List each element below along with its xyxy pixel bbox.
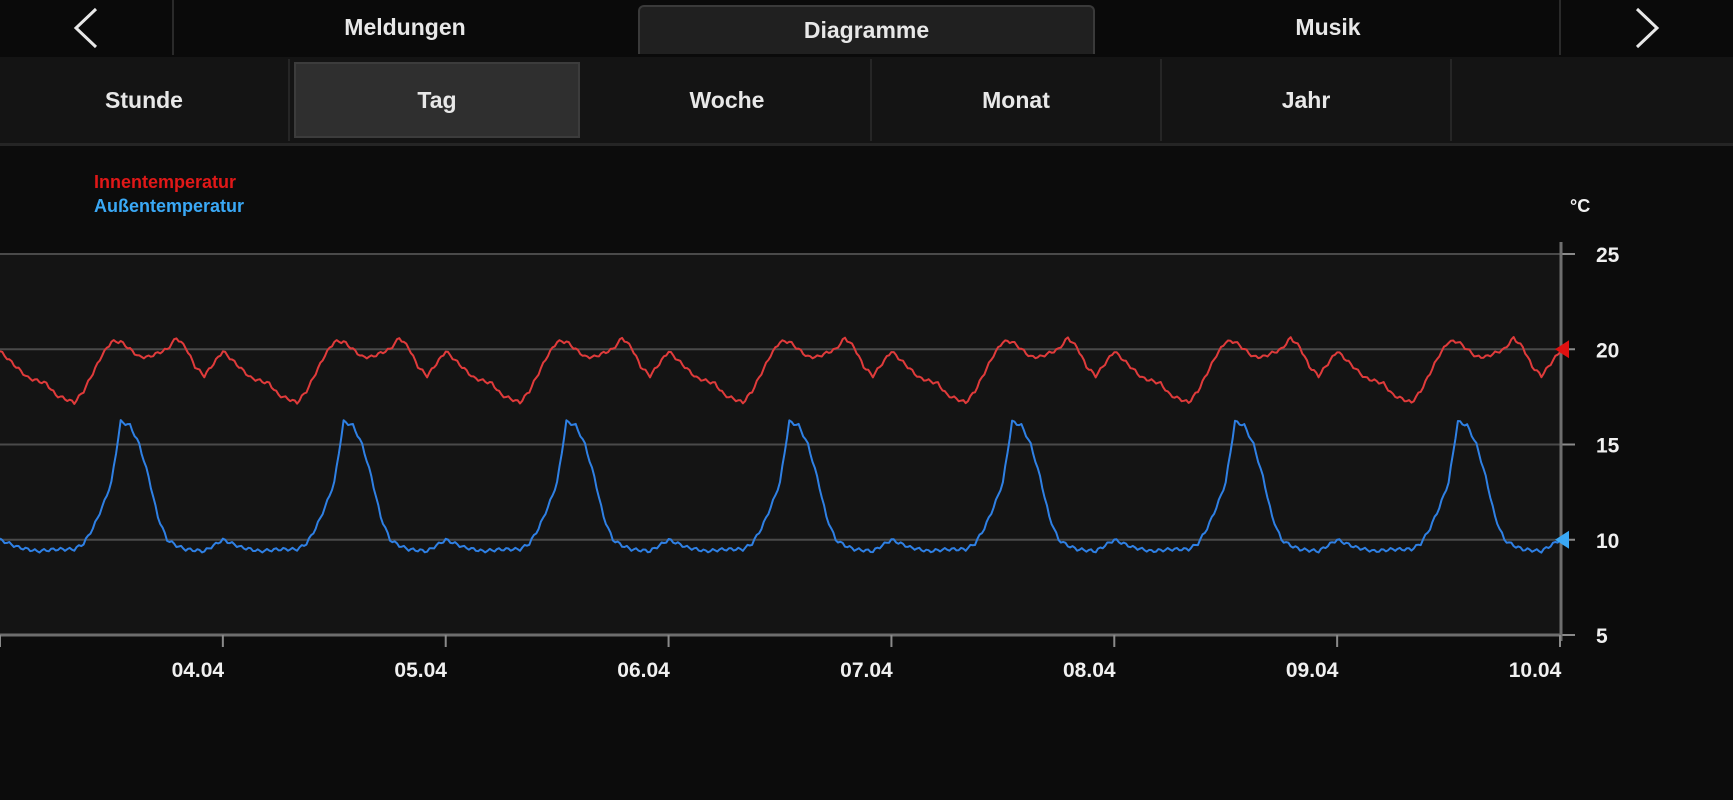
series-line-aussentemperatur (0, 419, 1561, 554)
tab-musik[interactable]: Musik (1295, 14, 1361, 40)
y-tick-label: 25 (1596, 244, 1620, 267)
current-value-marker-innentemperatur (1555, 340, 1569, 359)
x-tick-label: 09.04 (1286, 659, 1339, 680)
x-tick-label: 10.04 (1509, 659, 1562, 680)
range-tab-woche[interactable]: Woche (584, 59, 872, 141)
temperature-chart: 5 10 15 20 25 04.04 05.04 06.04 07.04 08.04 09.04 1… (0, 242, 1620, 680)
x-tick-label: 08.04 (1063, 659, 1116, 680)
x-tick-label: 06.04 (617, 659, 670, 680)
x-tick-label: 05.04 (394, 659, 447, 680)
y-tick-label: 10 (1596, 530, 1619, 553)
tab-meldungen[interactable]: Meldungen (344, 14, 466, 40)
range-tab-stunde[interactable]: Stunde (0, 59, 290, 141)
y-tick-label: 20 (1596, 339, 1619, 362)
legend-aussentemperatur: Außentemperatur (94, 196, 245, 216)
range-tab-tag[interactable]: Tag (294, 62, 580, 138)
series-line-innentemperatur (0, 336, 1561, 405)
legend-innentemperatur: Innentemperatur (94, 172, 237, 192)
time-range-tabs: Stunde Tag Woche Monat Jahr (0, 57, 1733, 146)
y-tick-label: 5 (1596, 625, 1608, 648)
current-value-marker-aussentemperatur (1555, 530, 1569, 549)
y-tick-label: 15 (1596, 435, 1620, 458)
chevron-left-icon (73, 7, 98, 48)
tab-diagramme[interactable]: Diagramme (638, 5, 1095, 54)
next-page-button[interactable] (1559, 0, 1733, 55)
x-tick-label: 07.04 (840, 659, 893, 680)
range-tab-monat[interactable]: Monat (872, 59, 1162, 141)
x-tick-label: 04.04 (172, 659, 225, 680)
range-tab-jahr[interactable]: Jahr (1162, 59, 1452, 141)
top-navigation: Meldungen Diagramme Musik (0, 0, 1733, 59)
y-axis-unit: °C (1570, 196, 1591, 216)
chevron-right-icon (1635, 7, 1660, 48)
previous-page-button[interactable] (0, 0, 174, 55)
